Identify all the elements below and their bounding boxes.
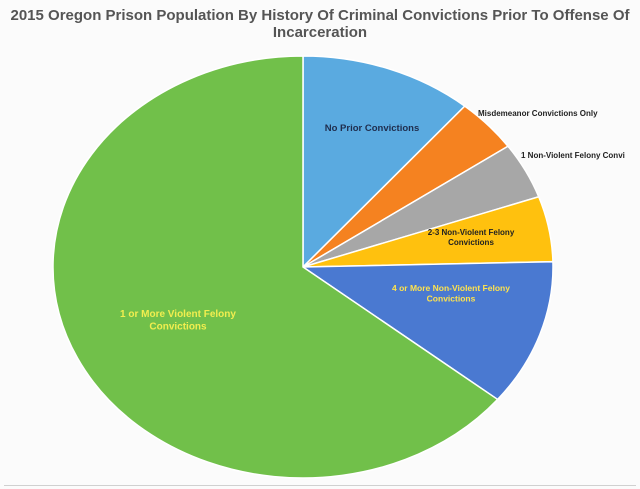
slice-label-6: 1 or More Violent Felony Convictions xyxy=(120,309,236,333)
slice-label-3: 1 Non-Violent Felony Convi xyxy=(521,151,625,160)
chart-title-line-2: Incarceration xyxy=(272,24,368,41)
slice-label-4: 2-3 Non-Violent Felony Convictions xyxy=(428,228,515,247)
bottom-divider xyxy=(4,485,636,486)
slice-label-5: 4 or More Non-Violent Felony Convictions xyxy=(392,283,510,304)
pie-slice-5 xyxy=(300,260,554,401)
chart-title: 2015 Oregon Prison Population By History… xyxy=(0,7,640,41)
pie-slice-1 xyxy=(302,55,466,269)
pie-slice-6 xyxy=(52,55,499,479)
chart-title-line-1: 2015 Oregon Prison Population By History… xyxy=(10,7,630,24)
slice-label-2: Misdemeanor Convictions Only xyxy=(478,109,598,118)
slice-label-1: No Prior Convictions xyxy=(325,123,419,134)
